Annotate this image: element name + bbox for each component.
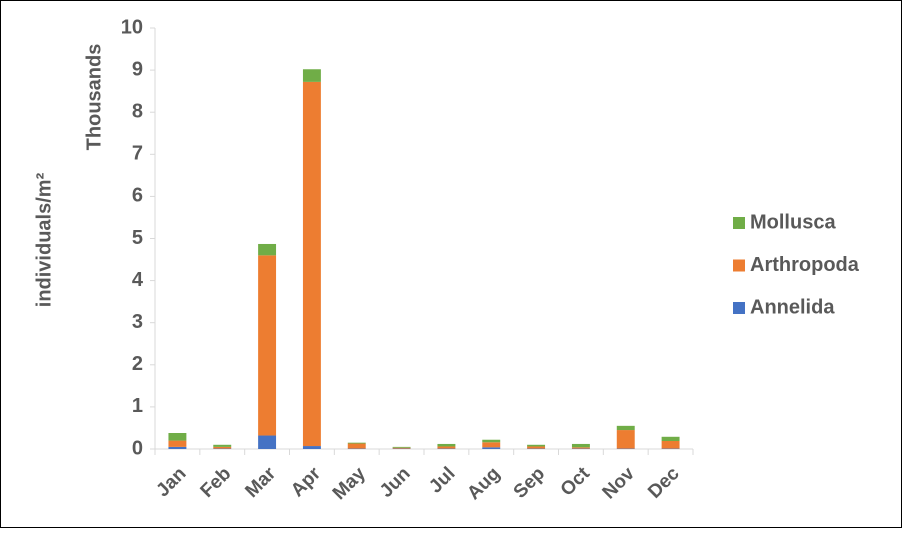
y-tick-label: 10 bbox=[121, 16, 143, 38]
bar-segment bbox=[348, 444, 366, 449]
legend-swatch bbox=[733, 302, 745, 314]
y-tick-label: 6 bbox=[132, 185, 143, 207]
bar-segment bbox=[258, 436, 276, 449]
legend-label: Mollusca bbox=[750, 211, 836, 233]
bar-segment bbox=[482, 440, 500, 443]
bar-segment bbox=[393, 448, 411, 449]
bar-segment bbox=[482, 447, 500, 449]
legend-label: Arthropoda bbox=[750, 254, 860, 276]
bar-segment bbox=[393, 447, 411, 448]
bar-segment bbox=[482, 442, 500, 447]
bar-segment bbox=[527, 445, 545, 447]
bar-segment bbox=[527, 446, 545, 448]
bar-segment bbox=[168, 433, 186, 441]
y-tick-label: 0 bbox=[132, 437, 143, 459]
legend-swatch bbox=[733, 217, 745, 229]
y-tick-label: 5 bbox=[132, 227, 143, 249]
y-tick-label: 4 bbox=[132, 269, 144, 291]
bar-segment bbox=[258, 255, 276, 435]
bar-segment bbox=[258, 244, 276, 255]
bar-segment bbox=[348, 443, 366, 444]
bar-segment bbox=[213, 445, 231, 447]
bar-segment bbox=[213, 447, 231, 449]
y-tick-label: 7 bbox=[132, 143, 143, 165]
bar-segment bbox=[168, 447, 186, 449]
y-scale-label: Thousands bbox=[83, 44, 105, 151]
bar-segment bbox=[303, 69, 321, 82]
y-tick-label: 8 bbox=[132, 100, 143, 122]
bar-segment bbox=[572, 447, 590, 448]
legend-label: Annelida bbox=[750, 296, 835, 318]
y-tick-label: 9 bbox=[132, 58, 143, 80]
bar-segment bbox=[662, 441, 680, 449]
bar-segment bbox=[572, 444, 590, 447]
bar-segment bbox=[437, 444, 455, 447]
bar-segment bbox=[437, 446, 455, 448]
bar-segment bbox=[617, 426, 635, 430]
bar-segment bbox=[662, 437, 680, 441]
bar-segment bbox=[168, 441, 186, 447]
y-axis-label: individuals/m² bbox=[33, 172, 55, 307]
y-tick-label: 2 bbox=[132, 353, 143, 375]
y-tick-label: 3 bbox=[132, 311, 143, 333]
bar-segment bbox=[303, 446, 321, 449]
bar-segment bbox=[303, 82, 321, 446]
y-tick-label: 1 bbox=[132, 395, 143, 417]
legend-swatch bbox=[733, 260, 745, 272]
bar-segment bbox=[617, 430, 635, 449]
